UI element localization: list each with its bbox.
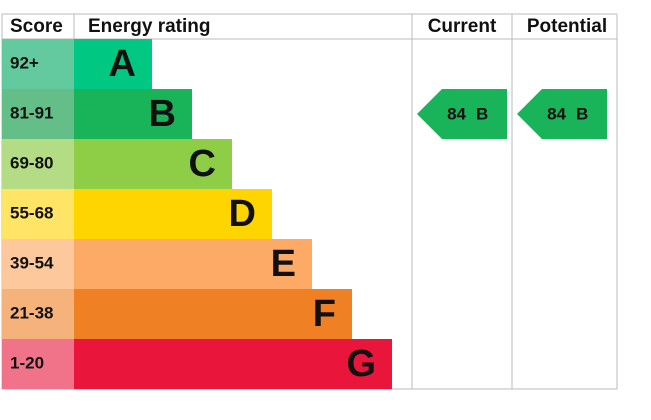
current-score: 84 [447, 104, 466, 123]
rating-bar [74, 89, 192, 139]
rating-bar [74, 239, 312, 289]
score-range: 21-38 [10, 303, 53, 322]
score-cell [2, 289, 74, 339]
rating-bar [74, 289, 352, 339]
rating-letter: C [189, 143, 216, 185]
rating-letter: F [313, 293, 336, 335]
rating-bar [74, 339, 392, 389]
current-arrow [417, 89, 507, 139]
score-range: 55-68 [10, 203, 53, 222]
score-range: 39-54 [10, 253, 54, 272]
score-cell [2, 339, 74, 389]
score-cell [2, 89, 74, 139]
header-potential: Potential [527, 16, 607, 37]
score-range: 92+ [10, 53, 39, 72]
potential-arrow [517, 89, 607, 139]
rating-letter: B [149, 93, 176, 135]
rating-letter: E [271, 243, 296, 285]
header-current: Current [428, 16, 497, 37]
current-band: B [476, 104, 488, 123]
rating-bar [74, 139, 232, 189]
score-range: 69-80 [10, 153, 53, 172]
potential-band: B [576, 104, 588, 123]
rating-bar [74, 39, 152, 89]
rating-letter: D [229, 193, 256, 235]
potential-score: 84 [547, 104, 566, 123]
header-score: Score [10, 16, 63, 37]
score-range: 1-20 [10, 353, 44, 372]
rating-letter: G [346, 343, 376, 385]
score-range: 81-91 [10, 103, 53, 122]
header-rating: Energy rating [88, 16, 210, 37]
score-cell [2, 239, 74, 289]
score-cell [2, 39, 74, 89]
score-cell [2, 139, 74, 189]
rating-bar [74, 189, 272, 239]
score-cell [2, 189, 74, 239]
rating-letter: A [109, 43, 136, 85]
